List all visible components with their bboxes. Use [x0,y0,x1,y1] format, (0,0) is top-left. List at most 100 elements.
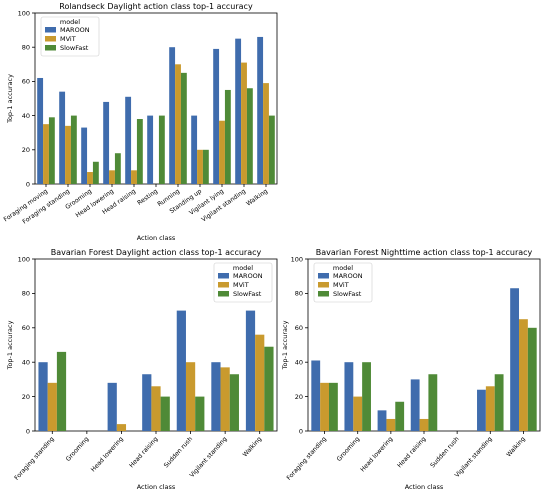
x-tick-label: Grooming [336,436,362,463]
y-tick-label: 60 [22,324,30,332]
bar [245,310,256,431]
bar [255,334,265,431]
x-tick-label: Vigilant standing [454,436,494,479]
bar [103,101,110,184]
y-tick-label: 40 [22,112,30,120]
bar [377,410,387,431]
bar [362,362,371,431]
legend-label: MViT [333,281,349,289]
bar [477,389,486,431]
y-tick-label: 0 [26,180,30,188]
bar [43,124,49,184]
y-tick-label: 20 [295,393,303,401]
bar [419,418,429,431]
bar [202,149,209,184]
bar [353,396,363,431]
bar [158,115,165,184]
bar [191,115,198,184]
chart-title: Bavarian Forest Daylight action class to… [51,248,262,257]
bar [264,346,274,431]
bar [229,374,239,431]
bar [320,382,329,431]
bar [519,319,528,431]
bar [344,362,354,431]
bar [38,362,48,431]
legend-label: MAROON [333,272,363,280]
bar [169,47,176,185]
bar [147,115,154,184]
x-axis-label: Action class [137,234,176,242]
bar [213,48,220,184]
x-tick-label: Walking [242,436,264,459]
x-tick-label: Resting [136,188,159,207]
bar [92,161,99,184]
bar [485,386,495,431]
bar [114,153,121,184]
legend-swatch [318,291,329,297]
bar [48,117,55,184]
bar [211,362,221,431]
bar [510,288,520,431]
y-tick-label: 80 [22,290,30,298]
y-tick-label: 100 [291,255,303,263]
bar [151,386,161,431]
legend-label: MViT [233,281,249,289]
x-axis-label: Action class [137,483,176,491]
bar [428,374,438,431]
bar [109,170,115,184]
x-tick-label: Head lowering [359,436,394,474]
y-axis-label: Top-1 accuracy [6,74,14,124]
bar [224,89,231,184]
bar [395,401,405,431]
y-axis-label: Top-1 accuracy [281,320,289,370]
bar [131,170,137,184]
bar [59,91,66,184]
legend-title: model [233,264,253,272]
x-tick-label: Head raising [128,436,159,470]
y-tick-label: 20 [22,146,30,154]
legend-swatch [218,282,229,288]
x-tick-label: Foraging standing [286,436,329,482]
bar [257,36,264,184]
bar [328,382,338,431]
bar [195,396,205,431]
y-tick-label: 40 [22,359,30,367]
bar [246,88,253,184]
bar [268,115,275,184]
x-tick-label: Sudden rush [429,436,460,470]
legend-label: SlowFast [60,44,89,52]
y-tick-label: 80 [295,290,303,298]
bar [56,351,67,431]
chart-title: Bavarian Forest Nighttime action class t… [316,248,533,257]
bar [180,72,187,184]
bar [87,172,93,184]
bar [136,119,143,184]
bar [116,424,127,431]
legend-title: model [333,264,353,272]
legend-swatch [318,273,329,279]
x-tick-label: Grooming [65,436,91,463]
bar [386,418,396,431]
x-tick-label: Walking [245,188,269,208]
legend-title: model [60,18,80,26]
y-tick-label: 0 [299,427,303,435]
bar [410,379,420,431]
legend-label: SlowFast [233,290,262,298]
bar [70,115,77,184]
legend-swatch [45,45,56,51]
bar [175,64,181,184]
chart-title: Rolandseck Daylight action class top-1 a… [59,2,253,11]
y-tick-label: 0 [26,427,30,435]
bar [197,149,203,184]
legend-swatch [45,27,56,33]
bar [160,396,170,431]
legend-label: MAROON [233,272,263,280]
y-tick-label: 100 [18,255,30,263]
